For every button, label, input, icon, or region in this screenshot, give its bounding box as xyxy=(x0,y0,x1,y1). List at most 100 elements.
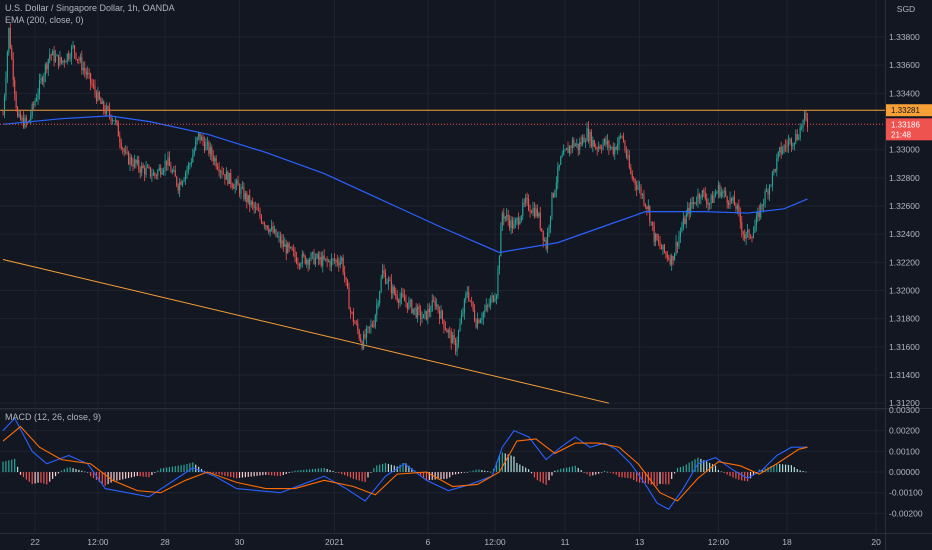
candle xyxy=(805,109,807,122)
candle xyxy=(580,135,582,147)
candle xyxy=(222,167,225,175)
candle-body xyxy=(158,167,160,171)
candle-body xyxy=(584,141,587,143)
histogram-bar xyxy=(475,469,477,473)
histogram-bar xyxy=(653,472,655,486)
candle-body xyxy=(726,196,728,203)
candle xyxy=(198,131,200,141)
histogram-bar xyxy=(358,472,360,481)
candle xyxy=(687,201,689,217)
candle xyxy=(549,215,552,234)
candle-body xyxy=(34,100,36,106)
histogram-bar xyxy=(212,472,214,474)
histogram-bar xyxy=(370,472,372,473)
candle-body xyxy=(459,323,461,332)
candle-body xyxy=(577,143,579,150)
candle xyxy=(425,310,427,321)
candle-body xyxy=(182,181,184,185)
histogram-bar xyxy=(346,472,349,477)
candle xyxy=(266,224,268,231)
candle-body xyxy=(259,210,261,217)
candle xyxy=(771,170,773,192)
candle xyxy=(284,237,286,247)
candle-body xyxy=(700,197,702,199)
histogram-bar xyxy=(157,470,159,473)
candle xyxy=(154,171,156,179)
candle xyxy=(732,195,734,204)
histogram-bar xyxy=(431,472,433,480)
candle-body xyxy=(487,304,489,306)
candle xyxy=(668,254,670,261)
histogram-bar xyxy=(142,472,144,477)
candle xyxy=(544,237,546,242)
candle-body xyxy=(446,329,448,333)
candle xyxy=(75,52,77,61)
candle xyxy=(148,164,150,170)
candle-body xyxy=(98,91,100,99)
candle xyxy=(536,204,538,219)
candle-body xyxy=(81,57,83,70)
candle-body xyxy=(463,299,465,314)
histogram-bar xyxy=(174,466,176,473)
candle xyxy=(332,257,334,265)
candle xyxy=(653,221,655,247)
candle xyxy=(357,318,359,335)
candle-body xyxy=(668,258,670,260)
histogram-bar xyxy=(554,470,556,473)
candle-body xyxy=(345,277,347,281)
candle xyxy=(742,230,744,241)
histogram-bar xyxy=(303,469,305,473)
candle xyxy=(78,56,80,65)
histogram-bar xyxy=(75,469,77,473)
candle xyxy=(570,144,572,155)
candle xyxy=(82,61,84,75)
candle-body xyxy=(732,196,734,201)
candle-body xyxy=(792,144,794,147)
candle-body xyxy=(148,166,150,168)
candle xyxy=(129,153,131,171)
candle-body xyxy=(747,229,749,233)
histogram-bar xyxy=(565,467,568,473)
histogram-bar xyxy=(154,472,156,473)
histogram-bar xyxy=(630,472,632,479)
candle-body xyxy=(243,187,245,200)
candle-body xyxy=(570,146,572,148)
histogram-bar xyxy=(186,464,188,473)
candle-body xyxy=(120,142,122,149)
histogram-bar xyxy=(425,472,427,481)
candle-body xyxy=(493,295,495,302)
candle-body xyxy=(669,259,671,265)
histogram-bar xyxy=(291,471,293,473)
candle-body xyxy=(82,67,84,70)
histogram-bar xyxy=(440,472,442,480)
candle-body xyxy=(471,301,473,302)
candle-body xyxy=(377,303,379,305)
histogram-bar xyxy=(469,471,471,473)
histogram-bar xyxy=(288,472,290,473)
histogram-bar xyxy=(513,456,515,473)
candle xyxy=(287,241,289,254)
histogram-bar xyxy=(195,464,197,473)
candle xyxy=(764,188,766,208)
candle xyxy=(785,139,787,152)
candle xyxy=(14,76,16,101)
candle xyxy=(431,293,433,312)
candle-body xyxy=(481,318,483,321)
candle xyxy=(452,331,454,344)
candle xyxy=(295,251,298,265)
candle xyxy=(433,295,435,303)
candle xyxy=(88,68,90,80)
candle xyxy=(217,163,219,171)
candle xyxy=(586,122,588,142)
candle-body xyxy=(675,241,677,254)
candle-body xyxy=(129,157,131,165)
candle-body xyxy=(548,227,550,233)
candle xyxy=(652,221,654,232)
candle-body xyxy=(729,197,731,205)
candle xyxy=(587,121,590,144)
histogram-bar xyxy=(568,467,571,473)
candle xyxy=(390,274,392,300)
histogram-bar xyxy=(177,465,179,473)
price-tick-label: 1.31400 xyxy=(889,370,920,380)
